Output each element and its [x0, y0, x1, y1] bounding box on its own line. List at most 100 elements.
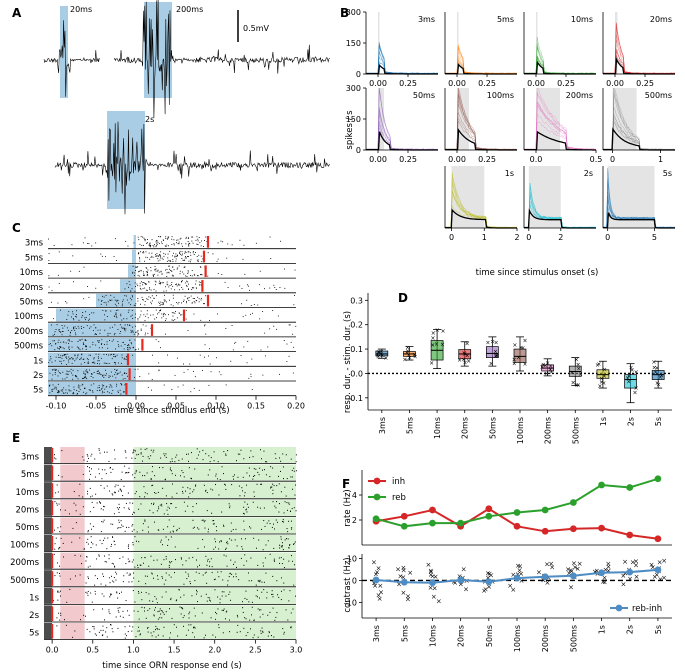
spike-dot	[160, 271, 162, 273]
spike-dot	[128, 507, 130, 509]
spike-dot	[162, 282, 164, 284]
data-point: ×	[540, 364, 545, 371]
spike-dot	[87, 590, 89, 592]
spike-dot	[210, 558, 212, 560]
spike-dot	[127, 492, 129, 494]
spike-dot	[270, 258, 272, 259]
spike-dot	[94, 334, 96, 335]
spike-dot	[48, 362, 50, 363]
panel-title: 1s	[505, 169, 514, 178]
stim-window	[56, 308, 136, 322]
spike-dot	[185, 243, 187, 245]
spike-dot	[244, 597, 246, 599]
spike-dot	[128, 309, 130, 311]
series-point	[485, 505, 493, 513]
spike-dot	[86, 628, 88, 630]
spike-dot	[171, 470, 172, 472]
spike-dot	[153, 502, 155, 504]
spike-dot	[163, 384, 165, 386]
spike-dot	[176, 242, 177, 244]
spike-dot	[218, 494, 220, 496]
spike-dot	[169, 265, 171, 267]
spike-dot	[63, 387, 65, 389]
spike-dot	[233, 563, 234, 565]
spike-dot	[206, 492, 208, 494]
data-point: ×	[522, 337, 527, 344]
spike-dot	[192, 556, 194, 558]
spike-dot	[225, 488, 227, 490]
spike-dot	[84, 373, 86, 375]
box-body	[513, 348, 527, 363]
spike-dot	[123, 391, 125, 393]
spike-dot	[209, 348, 210, 350]
spike-dot	[88, 354, 90, 356]
spike-dot	[104, 619, 105, 621]
spike-dot	[136, 531, 138, 533]
data-point: ×	[569, 369, 574, 376]
spike-dot	[67, 392, 68, 394]
spike-dot	[213, 520, 215, 522]
spike-dot	[102, 634, 104, 636]
spike-dot	[141, 591, 142, 593]
spike-dot	[250, 373, 252, 375]
spike-dot	[288, 520, 290, 522]
spike-dot	[175, 253, 177, 255]
spike-dot	[52, 384, 54, 386]
spike-dot	[187, 273, 189, 274]
spike-dot	[132, 542, 134, 544]
spike-dot	[102, 374, 103, 376]
spike-dot	[180, 314, 181, 316]
spike-dot	[51, 390, 53, 392]
window-inh	[60, 499, 85, 516]
spike-dot	[250, 313, 251, 315]
psth-trial-trace	[445, 189, 518, 228]
spike-dot	[95, 242, 97, 244]
legend-marker	[373, 493, 381, 501]
spike-dot	[179, 284, 181, 286]
spike-dot	[147, 332, 149, 334]
data-point: ×	[457, 357, 462, 364]
raster-row-50ms: 50ms	[19, 293, 296, 308]
series-point	[485, 578, 493, 586]
spike-dot	[215, 526, 217, 528]
spike-dot	[82, 378, 84, 379]
spike-dot	[165, 286, 166, 288]
spike-dot	[170, 260, 171, 262]
spike-dot	[262, 374, 264, 376]
data-point: ×	[653, 369, 658, 376]
spike-dot	[56, 572, 58, 574]
spike-dot	[110, 523, 112, 525]
data-point: ×	[549, 369, 554, 376]
spike-dot	[167, 257, 169, 259]
x-tick-label: 1.0	[127, 646, 140, 655]
spike-dot	[62, 347, 64, 349]
window-inh	[60, 552, 85, 569]
spike-dot	[177, 635, 179, 637]
spike-dot	[83, 343, 84, 345]
spike-dot	[222, 579, 224, 581]
spike-dot	[163, 314, 164, 316]
spike-dot	[131, 343, 132, 345]
spike-dot	[83, 344, 85, 345]
spike-dot	[177, 243, 179, 245]
spike-dot	[178, 289, 180, 291]
spike-dot	[169, 608, 170, 610]
spike-dot	[110, 624, 111, 626]
series-point	[626, 531, 634, 539]
spike-dot	[243, 564, 245, 566]
spike-dot	[187, 238, 189, 239]
spike-dot	[283, 558, 285, 560]
spike-dot	[48, 260, 50, 261]
spike-dot	[174, 461, 176, 463]
series-point	[654, 475, 662, 483]
spike-dot	[291, 469, 293, 471]
spike-dot	[248, 572, 249, 574]
spike-dot	[145, 583, 147, 585]
spike-dot	[86, 454, 88, 456]
spike-dot	[148, 458, 150, 460]
spike-dot	[171, 284, 172, 286]
spike-dot	[193, 626, 195, 628]
spike-dot	[71, 341, 73, 342]
spike-dot	[181, 243, 183, 245]
